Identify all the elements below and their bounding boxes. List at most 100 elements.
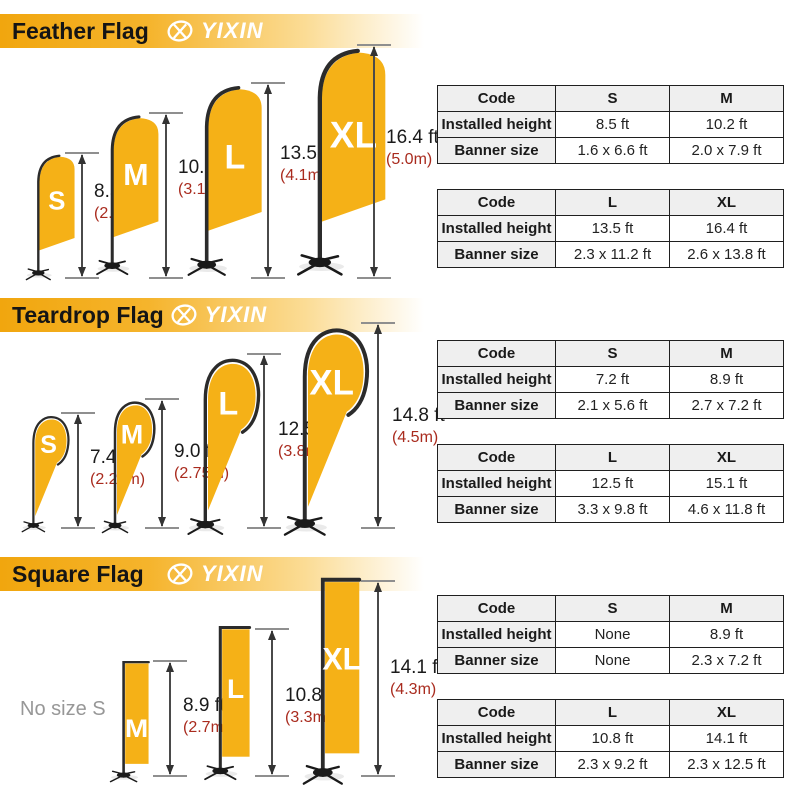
flag-fabric (208, 89, 262, 231)
flag-base (25, 268, 51, 281)
section-title-teardrop: Teardrop Flag (12, 301, 164, 328)
flag-size-letter: XL (309, 363, 354, 402)
value-cell: 2.1 x 5.6 ft (555, 392, 670, 419)
flag-pole (110, 115, 141, 270)
value-cell: 2.3 x 11.2 ft (555, 241, 670, 268)
col-header-cell: L (555, 189, 670, 216)
height-arrow-feather-xl (357, 44, 391, 279)
arrowhead-up-icon (161, 114, 170, 124)
spec-table-feather-lxl: Code L XL Installed height 13.5 ft 16.4 … (437, 189, 784, 268)
spec-table-square-lxl: Code L XL Installed height 10.8 ft 14.1 … (437, 699, 784, 778)
col-header-cell: S (555, 595, 670, 622)
height-m: (2.7m) (183, 719, 230, 736)
flag-fabric (325, 582, 360, 754)
tick-line (61, 412, 95, 414)
flag-base (101, 520, 129, 534)
flag-fabric (39, 156, 75, 251)
arrowhead-down-icon (161, 267, 170, 277)
yixin-logo: YIXIN (162, 16, 263, 46)
tick-line (149, 277, 183, 279)
flag-size-letter: XL (330, 114, 377, 156)
arrowhead-down-icon (259, 517, 268, 527)
arrowhead-down-icon (267, 765, 276, 775)
arrowhead-down-icon (77, 267, 86, 277)
height-ft: 16.4 ft (386, 127, 439, 148)
tick-line (153, 660, 187, 662)
arrowhead-down-icon (263, 267, 272, 277)
tick-line (153, 775, 187, 777)
value-cell: 7.2 ft (555, 366, 670, 393)
flag-base (187, 518, 224, 535)
teardrop-flag-m: M (101, 401, 156, 534)
arrow-line (267, 85, 269, 276)
yixin-logo-icon (167, 20, 193, 42)
arrowhead-up-icon (165, 662, 174, 672)
height-arrow-teardrop-l (247, 353, 281, 529)
row-header-cell: Installed height (437, 470, 556, 497)
tick-line (357, 277, 391, 279)
row-header-cell: Banner size (437, 751, 556, 778)
tick-line (145, 398, 179, 400)
flag-size-letter: S (40, 431, 57, 459)
value-cell: 8.9 ft (669, 621, 784, 648)
height-label-square-xl: 14.1 ft (4.3m) (390, 656, 443, 700)
height-ft: 14.1 ft (390, 657, 443, 678)
value-cell: 2.0 x 7.9 ft (669, 137, 784, 164)
flag-fabric (321, 52, 386, 222)
tick-line (361, 580, 395, 582)
square-flag-xl: XL (302, 577, 361, 785)
arrow-line (81, 155, 83, 276)
flag-pole (113, 401, 156, 529)
flag-size-letter: L (227, 673, 244, 704)
value-cell: 8.9 ft (669, 366, 784, 393)
flag-pole (218, 626, 252, 775)
height-label-feather-xl: 16.4 ft (5.0m) (386, 126, 439, 170)
tick-line (65, 277, 99, 279)
flag-base (297, 254, 343, 276)
tick-line (255, 628, 289, 630)
flag-pole (204, 85, 241, 269)
tick-line (65, 152, 99, 154)
flag-pole (317, 48, 360, 268)
value-cell: 13.5 ft (555, 215, 670, 242)
flag-size-letter: L (218, 386, 238, 422)
value-cell: 8.5 ft (555, 111, 670, 138)
row-header-cell: Installed height (437, 725, 556, 752)
row-header-cell: Banner size (437, 496, 556, 523)
arrow-line (373, 47, 375, 276)
value-cell: 10.2 ft (669, 111, 784, 138)
flag-pole (302, 328, 369, 528)
height-ft: 14.8 ft (392, 405, 445, 426)
tick-line (361, 775, 395, 777)
row-header-cell: Installed height (437, 111, 556, 138)
tick-line (145, 527, 179, 529)
arrowhead-up-icon (373, 324, 382, 334)
arrowhead-down-icon (369, 267, 378, 277)
height-m: (5.0m) (386, 151, 433, 168)
col-header-cell: Code (437, 444, 556, 471)
value-cell: 1.6 x 6.6 ft (555, 137, 670, 164)
flag-size-letter: S (48, 187, 65, 215)
arrowhead-up-icon (267, 630, 276, 640)
tick-line (361, 527, 395, 529)
flag-fabric (117, 405, 153, 515)
value-cell: None (555, 647, 670, 674)
flag-fabric (222, 629, 250, 757)
flag-size-letter: M (121, 418, 143, 449)
teardrop-flag-s: S (21, 416, 70, 533)
arrowhead-up-icon (369, 46, 378, 56)
col-header-cell: XL (669, 444, 784, 471)
feather-flag-l: L (187, 85, 262, 276)
row-header-cell: Banner size (437, 241, 556, 268)
value-cell: 2.3 x 12.5 ft (669, 751, 784, 778)
height-m: (4.1m) (280, 167, 327, 184)
feather-flag-m: M (96, 115, 159, 276)
height-arrow-feather-m (149, 112, 183, 279)
value-cell: 2.7 x 7.2 ft (669, 392, 784, 419)
value-cell: 12.5 ft (555, 470, 670, 497)
flag-base (187, 257, 226, 276)
flag-size-letter: XL (322, 641, 361, 677)
value-cell: None (555, 621, 670, 648)
col-header-cell: XL (669, 189, 784, 216)
